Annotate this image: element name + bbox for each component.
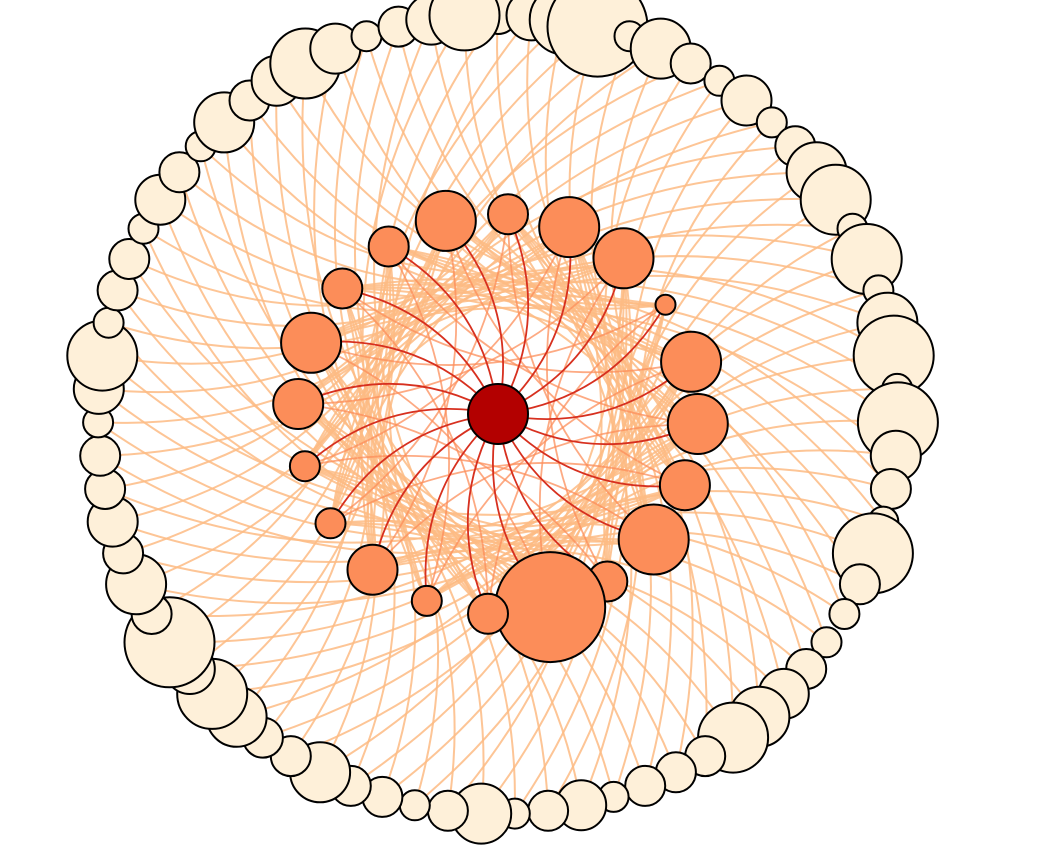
inner-edge — [487, 303, 667, 614]
inner-node — [660, 330, 723, 393]
inner-node — [280, 311, 343, 374]
inner-node — [367, 225, 410, 268]
outer-edge — [388, 245, 808, 670]
outer-edge — [98, 388, 686, 528]
outer-edge — [507, 213, 652, 798]
outer-node — [810, 626, 843, 659]
outer-edge — [447, 226, 603, 812]
inner-edge — [387, 246, 450, 602]
inner-edge — [298, 403, 609, 583]
outer-node — [838, 563, 881, 606]
inner-node — [272, 378, 325, 430]
inner-edge — [425, 360, 692, 602]
inner-node — [414, 189, 477, 252]
inner-edge — [304, 454, 655, 541]
inner-node — [321, 267, 364, 310]
outer-edge — [122, 423, 699, 584]
outer-edge — [329, 121, 773, 524]
inner-edge — [298, 257, 625, 405]
outer-node — [527, 789, 570, 832]
outer-edge — [310, 294, 899, 424]
inner-node — [617, 503, 690, 576]
inner-node — [288, 450, 321, 483]
outer-edge — [445, 220, 708, 757]
inner-node — [487, 193, 529, 236]
inner-edge — [304, 226, 571, 468]
inner-node — [494, 551, 607, 664]
outer-edge — [159, 199, 608, 583]
outer-edge — [373, 19, 489, 615]
outer-edge — [104, 423, 699, 544]
inner-edge — [507, 214, 655, 541]
outer-edge — [342, 283, 885, 523]
outer-edge — [275, 80, 551, 608]
outer-edge — [112, 423, 699, 563]
outer-node — [669, 42, 712, 85]
outer-node — [108, 238, 151, 280]
inner-node — [538, 196, 601, 259]
outer-edge — [301, 63, 551, 608]
outer-edge — [507, 213, 673, 787]
outer-edge — [128, 258, 654, 541]
inner-node — [314, 507, 347, 540]
hub-node-group — [467, 383, 529, 445]
outer-edge — [142, 227, 624, 313]
outer-node — [755, 106, 788, 139]
inner-edge — [371, 423, 698, 571]
inner-node — [592, 227, 655, 290]
inner-node — [658, 459, 711, 512]
outer-edge — [178, 171, 608, 583]
outer-node — [79, 434, 122, 477]
inner-edges — [298, 214, 698, 614]
inner-edge — [546, 226, 609, 582]
inner-edge — [371, 220, 458, 571]
outer-node — [92, 306, 125, 339]
outer-edge — [101, 354, 686, 516]
inner-edge — [341, 287, 489, 614]
outer-node — [158, 151, 201, 194]
outer-edge — [116, 289, 654, 543]
outer-ring-nodes — [66, 0, 939, 845]
inner-node — [666, 393, 729, 455]
outer-edge — [297, 274, 888, 405]
outer-edge — [366, 25, 599, 570]
hub-node — [467, 383, 529, 445]
outer-node — [426, 789, 469, 832]
inner-ring-nodes — [272, 189, 729, 664]
outer-node — [428, 0, 501, 52]
outer-node — [828, 598, 861, 630]
outer-edge — [199, 146, 608, 583]
inner-node — [410, 584, 443, 617]
inner-node — [467, 592, 509, 635]
outer-node — [624, 764, 667, 807]
outer-node — [350, 20, 383, 53]
inner-node — [654, 293, 677, 316]
outer-edge — [189, 361, 692, 670]
outer-node — [869, 468, 912, 510]
inner-edge — [341, 287, 692, 374]
inner-node — [346, 543, 399, 596]
inner-edge — [329, 214, 509, 525]
inner-edge — [310, 303, 666, 366]
outer-edge — [342, 287, 861, 585]
outer-edge — [248, 100, 551, 608]
outer-edge — [354, 26, 489, 615]
inner-edge — [330, 462, 686, 525]
outer-node — [398, 789, 431, 822]
inner-edge — [444, 220, 686, 487]
inner-edge — [387, 245, 698, 425]
outer-edge — [480, 226, 615, 815]
outer-edge — [169, 361, 692, 644]
